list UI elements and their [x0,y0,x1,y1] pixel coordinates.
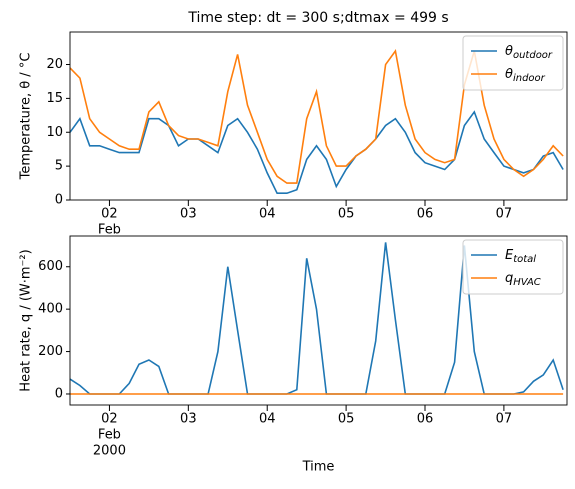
y-tick-label: 400 [38,302,63,317]
legend-box [462,239,564,295]
legend-box [462,35,564,91]
y-axis-label: Temperature, θ / °C [19,53,34,181]
series-line [69,242,564,395]
axes-frame [69,31,568,201]
legend-label: Etotal [505,248,536,266]
legend-label: qHVAC [505,271,541,289]
y-tick-label: 600 [38,259,63,274]
y-axis-label: Heat rate, q / (W·m⁻²) [19,249,34,391]
x-year-label: 2000 [93,444,126,459]
x-tick-label: 03 [180,412,197,427]
chart-title: Time step: dt = 300 s;dtmax = 499 s [187,10,448,26]
x-tick-label: 04 [259,412,276,427]
x-tick-label: 03 [180,207,197,222]
axes-frame [69,235,568,406]
x-tick-label: 05 [338,207,355,222]
y-tick-label: 15 [46,91,63,106]
y-tick-label: 0 [55,386,63,401]
y-tick-label: 5 [55,159,63,174]
x-tick-label: 07 [496,207,513,222]
y-tick-label: 0 [55,193,63,208]
x-month-label: Feb [98,223,121,238]
y-tick-label: 10 [46,125,63,140]
x-axis-label: Time [302,460,335,475]
x-tick-label: 04 [259,207,276,222]
y-tick-label: 200 [38,344,63,359]
x-tick-label: 05 [338,412,355,427]
x-tick-label: 02 [101,412,118,427]
x-tick-label: 02 [101,207,118,222]
x-tick-label: 06 [417,412,434,427]
x-tick-label: 06 [417,207,434,222]
x-month-label: Feb [98,428,121,443]
x-tick-label: 07 [496,412,513,427]
legend-label: θindoor [505,67,546,85]
series-line [69,110,564,194]
y-tick-label: 20 [46,57,63,72]
legend-label: θoutdoor [505,44,553,62]
